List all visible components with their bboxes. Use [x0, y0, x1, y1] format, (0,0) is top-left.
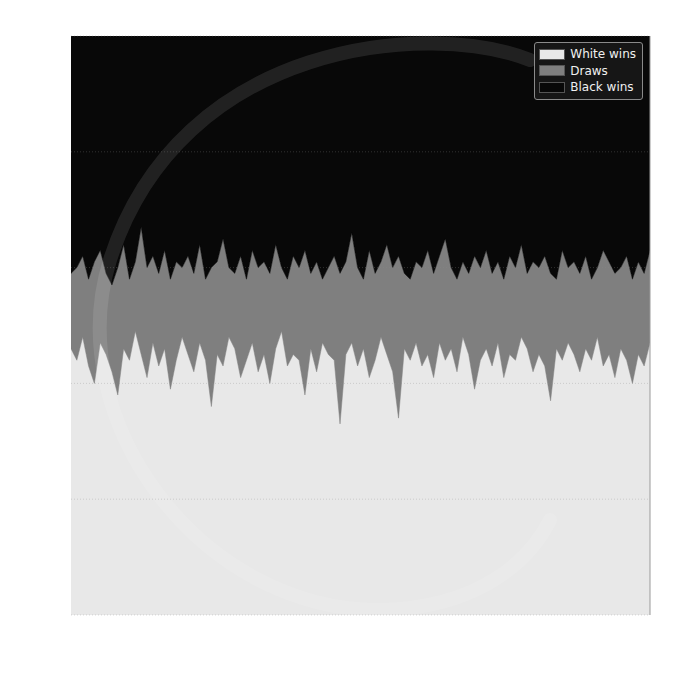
legend-label: Black wins	[570, 80, 633, 94]
legend-entry: White wins	[539, 46, 636, 63]
legend-entry: Draws	[539, 63, 636, 80]
plot-background	[71, 36, 650, 615]
legend-swatch	[539, 65, 565, 76]
grid-line	[71, 36, 650, 37]
grid-line	[71, 499, 650, 500]
legend: White wins Draws Black wins	[534, 42, 643, 100]
legend-label: White wins	[570, 47, 636, 61]
grid-line	[71, 151, 650, 152]
area-series	[71, 331, 650, 615]
legend-entry: Black wins	[539, 79, 636, 96]
legend-swatch	[539, 49, 565, 60]
legend-label: Draws	[570, 64, 608, 78]
watermark	[100, 43, 550, 610]
axis-line	[650, 36, 651, 615]
legend-swatch	[539, 82, 565, 93]
plot-area	[71, 36, 650, 615]
grid-line	[71, 383, 650, 384]
grid-line	[71, 615, 650, 616]
grid-line	[71, 267, 650, 268]
chart-root: White wins Draws Black wins	[0, 0, 700, 700]
chart-svg	[0, 0, 700, 700]
